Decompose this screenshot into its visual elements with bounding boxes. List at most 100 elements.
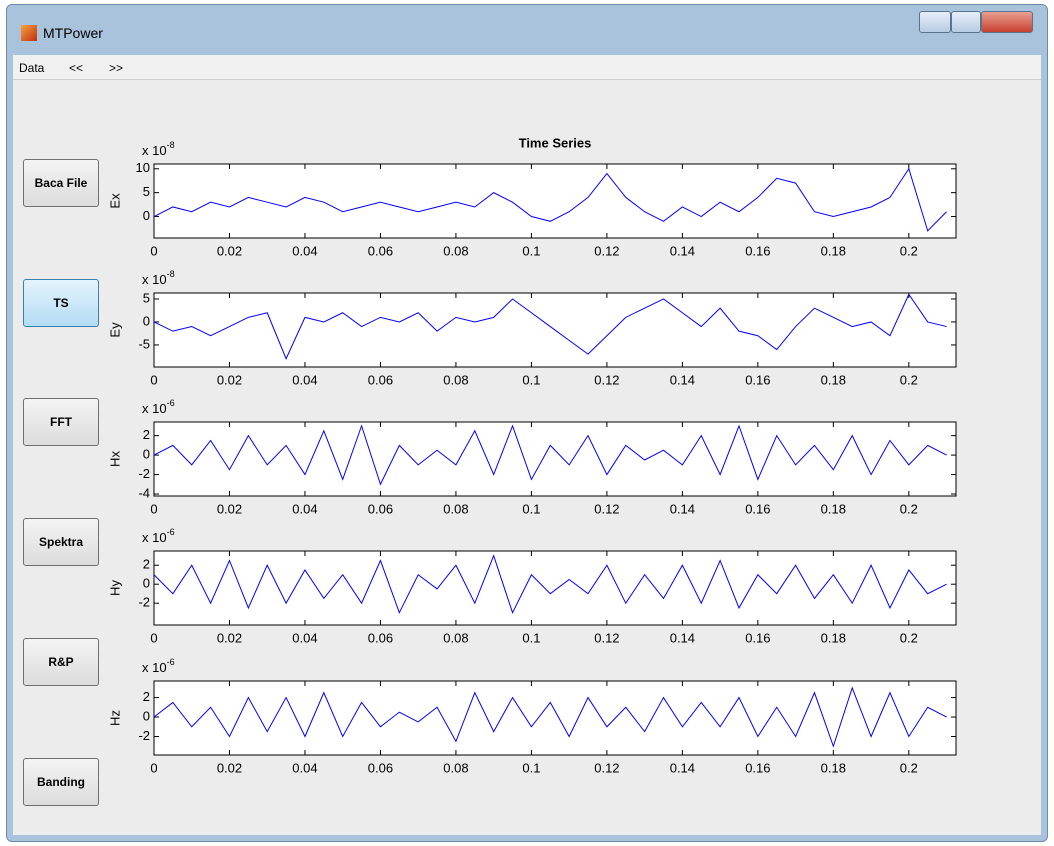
menu-item[interactable]: <<: [69, 61, 83, 75]
x-tick-label: 0.06: [368, 372, 393, 387]
x-tick-label: 0.06: [368, 243, 393, 258]
scale-base: x 10: [142, 272, 167, 287]
x-tick-label: 0.06: [368, 501, 393, 516]
x-tick-label: 0.1: [522, 243, 540, 258]
x-tick-label: 0.18: [821, 243, 846, 258]
y-tick-label: -2: [138, 728, 150, 743]
x-tick-label: 0.02: [217, 760, 242, 775]
y-tick-label: -2: [138, 466, 150, 481]
y-tick-label: 5: [143, 184, 150, 199]
x-tick-label: 0.08: [443, 372, 468, 387]
x-tick-label: 0.2: [900, 243, 918, 258]
scale-label: x 10-6: [142, 657, 175, 675]
scale-label: x 10-8: [142, 140, 175, 158]
x-tick-label: 0: [150, 760, 157, 775]
scale-label: x 10-8: [142, 269, 175, 287]
title-bar: MTPower: [7, 5, 1047, 49]
close-button[interactable]: [981, 11, 1033, 33]
y-axis-label: Ex: [107, 193, 122, 209]
y-tick-label: -5: [138, 336, 150, 351]
x-tick-label: 0.04: [292, 630, 317, 645]
menu-item[interactable]: >>: [109, 61, 123, 75]
y-tick-label: 5: [143, 290, 150, 305]
y-tick-label: 0: [143, 708, 150, 723]
x-tick-label: 0.02: [217, 630, 242, 645]
x-tick-label: 0: [150, 372, 157, 387]
y-tick-label: 0: [143, 208, 150, 223]
maximize-button[interactable]: [951, 11, 981, 33]
x-tick-label: 0.1: [522, 372, 540, 387]
x-tick-label: 0.04: [292, 243, 317, 258]
scale-exponent: -8: [167, 140, 175, 150]
x-tick-label: 0.14: [670, 630, 695, 645]
y-tick-label: 0: [143, 313, 150, 328]
x-tick-label: 0.12: [594, 501, 619, 516]
x-tick-label: 0.2: [900, 760, 918, 775]
x-tick-label: 0.06: [368, 760, 393, 775]
app-icon: [21, 25, 37, 41]
x-tick-label: 0: [150, 243, 157, 258]
minimize-button[interactable]: [919, 11, 951, 33]
x-tick-label: 0.04: [292, 501, 317, 516]
x-tick-label: 0.18: [821, 372, 846, 387]
scale-base: x 10: [142, 143, 167, 158]
x-tick-label: 0.16: [745, 630, 770, 645]
scale-exponent: -6: [167, 527, 175, 537]
scale-exponent: -6: [167, 657, 175, 667]
x-tick-label: 0.16: [745, 501, 770, 516]
x-tick-label: 0.12: [594, 760, 619, 775]
x-tick-label: 0.06: [368, 630, 393, 645]
scale-label: x 10-6: [142, 527, 175, 545]
x-tick-label: 0.14: [670, 372, 695, 387]
x-tick-label: 0.18: [821, 760, 846, 775]
x-tick-label: 0.12: [594, 630, 619, 645]
scale-base: x 10: [142, 401, 167, 416]
axes: [154, 164, 956, 238]
window-title: MTPower: [43, 25, 103, 41]
x-tick-label: 0.02: [217, 243, 242, 258]
y-axis-label: Hy: [107, 580, 122, 596]
x-tick-label: 0.2: [900, 501, 918, 516]
x-tick-label: 0.14: [670, 501, 695, 516]
x-tick-label: 0.12: [594, 243, 619, 258]
menu-bar: Data << >>: [13, 55, 1041, 80]
y-tick-label: 10: [136, 160, 150, 175]
x-tick-label: 0.04: [292, 372, 317, 387]
chart-title: Time Series: [519, 135, 592, 150]
x-tick-label: 0.02: [217, 501, 242, 516]
x-tick-label: 0.1: [522, 760, 540, 775]
scale-base: x 10: [142, 530, 167, 545]
y-tick-label: -4: [138, 485, 150, 500]
x-tick-label: 0: [150, 630, 157, 645]
y-tick-label: 2: [143, 689, 150, 704]
x-tick-label: 0.12: [594, 372, 619, 387]
figure-area: Baca File TS FFT Spektra R&P Banding Tim…: [13, 80, 1041, 835]
y-tick-label: 0: [143, 447, 150, 462]
x-tick-label: 0.14: [670, 243, 695, 258]
x-tick-label: 0.16: [745, 760, 770, 775]
x-tick-label: 0.1: [522, 501, 540, 516]
menu-item[interactable]: Data: [19, 61, 44, 75]
x-tick-label: 0.18: [821, 501, 846, 516]
x-tick-label: 0.2: [900, 630, 918, 645]
page: MTPower Data << >> Baca File TS FFT Spek…: [0, 0, 1054, 846]
axes: [154, 551, 956, 625]
y-axis-label: Ey: [107, 322, 122, 338]
x-tick-label: 0.04: [292, 760, 317, 775]
x-tick-label: 0.2: [900, 372, 918, 387]
x-tick-label: 0.02: [217, 372, 242, 387]
scale-exponent: -6: [167, 398, 175, 408]
y-tick-label: -2: [138, 595, 150, 610]
y-tick-label: 2: [143, 557, 150, 572]
x-tick-label: 0.1: [522, 630, 540, 645]
x-tick-label: 0.14: [670, 760, 695, 775]
y-axis-label: Hx: [107, 451, 122, 467]
scale-exponent: -8: [167, 269, 175, 279]
y-axis-label: Hz: [107, 710, 122, 726]
x-tick-label: 0: [150, 501, 157, 516]
y-tick-label: 0: [143, 576, 150, 591]
x-tick-label: 0.08: [443, 501, 468, 516]
y-tick-label: 2: [143, 427, 150, 442]
scale-base: x 10: [142, 660, 167, 675]
